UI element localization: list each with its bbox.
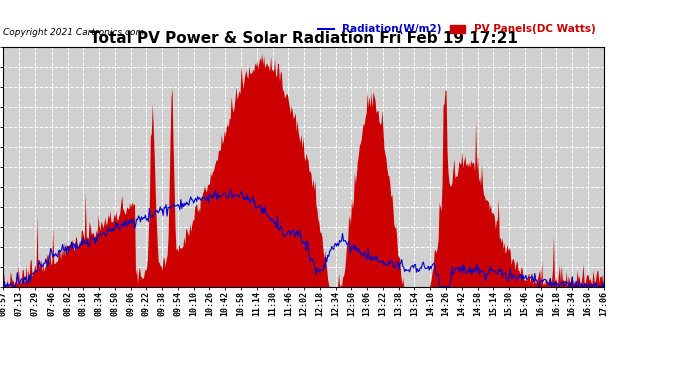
Text: Copyright 2021 Cartronics.com: Copyright 2021 Cartronics.com: [3, 28, 145, 37]
Legend: Radiation(W/m2), PV Panels(DC Watts): Radiation(W/m2), PV Panels(DC Watts): [318, 24, 595, 34]
Title: Total PV Power & Solar Radiation Fri Feb 19 17:21: Total PV Power & Solar Radiation Fri Feb…: [90, 31, 518, 46]
